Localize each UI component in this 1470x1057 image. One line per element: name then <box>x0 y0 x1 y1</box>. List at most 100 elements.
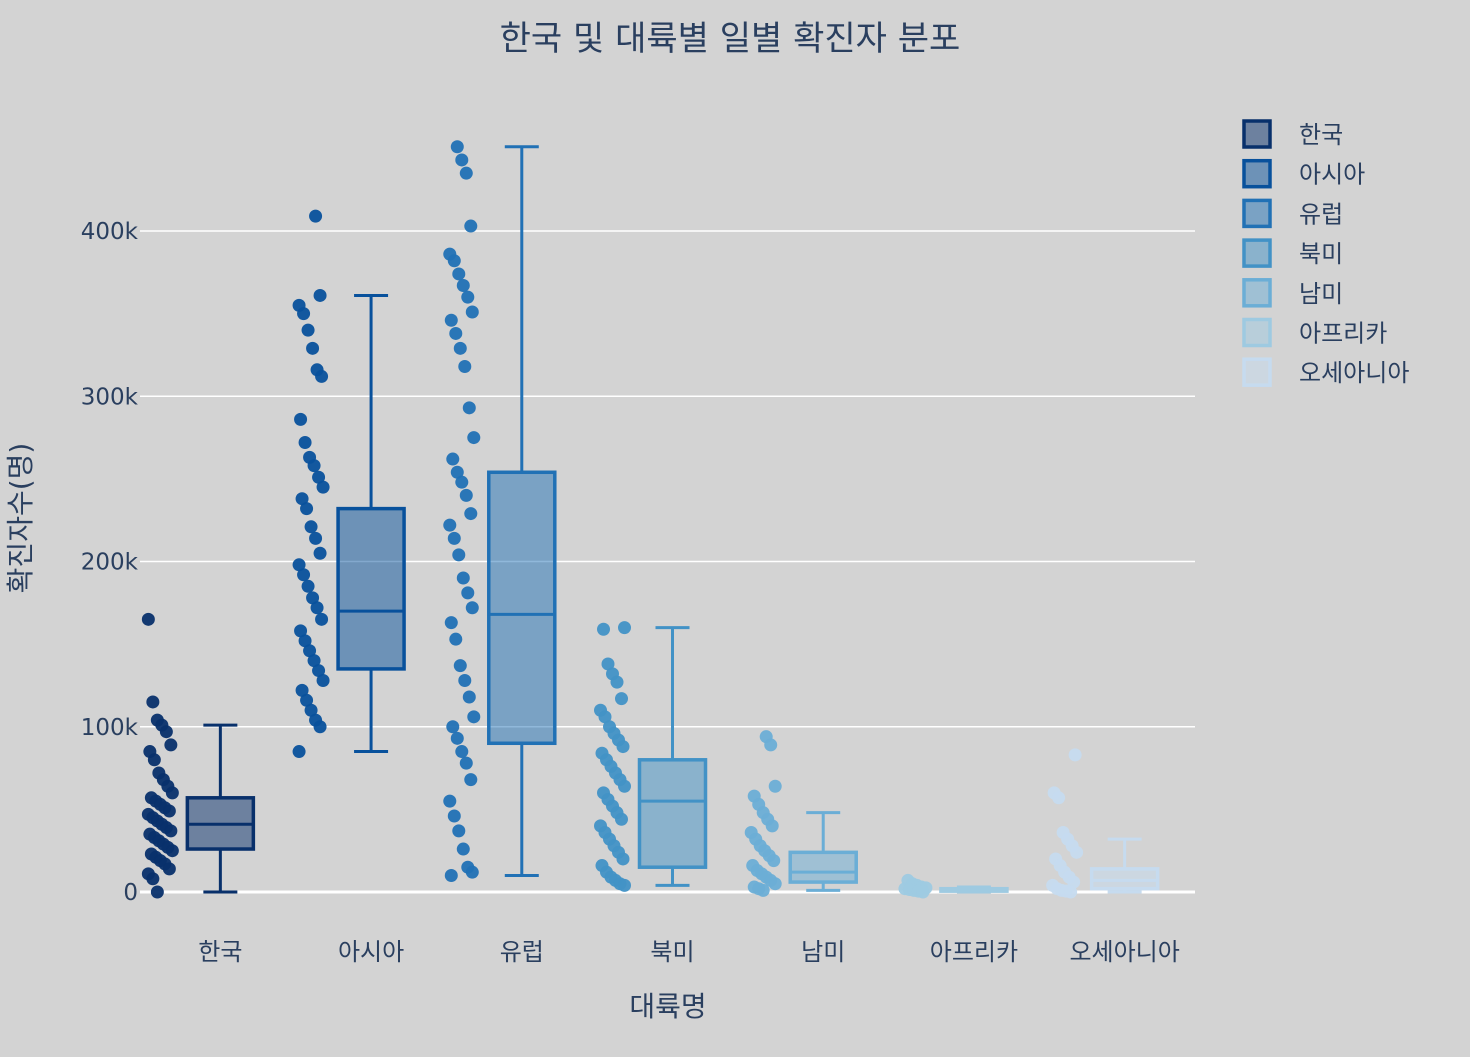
data-point[interactable] <box>316 480 330 494</box>
data-point[interactable] <box>147 753 161 767</box>
data-point[interactable] <box>916 885 930 899</box>
data-point[interactable] <box>146 695 160 709</box>
data-point[interactable] <box>306 341 320 355</box>
data-point[interactable] <box>467 710 481 724</box>
data-point[interactable] <box>309 209 323 223</box>
data-point[interactable] <box>295 683 309 697</box>
box-iqr[interactable] <box>788 850 858 884</box>
data-point[interactable] <box>610 675 624 689</box>
data-point[interactable] <box>450 465 464 479</box>
data-point[interactable] <box>301 323 315 337</box>
legend-item[interactable]: 아프리카 <box>1242 317 1387 348</box>
data-point[interactable] <box>462 690 476 704</box>
data-point[interactable] <box>458 673 472 687</box>
data-point[interactable] <box>165 844 179 858</box>
box-iqr[interactable] <box>336 506 406 671</box>
data-point[interactable] <box>292 745 306 759</box>
data-point[interactable] <box>444 616 458 630</box>
data-point[interactable] <box>146 872 160 886</box>
data-point[interactable] <box>444 313 458 327</box>
data-point[interactable] <box>458 360 472 374</box>
data-point[interactable] <box>447 809 461 823</box>
box-trace-7[interactable] <box>1046 748 1160 899</box>
data-point[interactable] <box>615 692 628 706</box>
data-point[interactable] <box>446 452 460 466</box>
data-point[interactable] <box>598 710 612 724</box>
data-point[interactable] <box>459 166 473 180</box>
data-point[interactable] <box>447 531 461 545</box>
data-point[interactable] <box>164 824 178 838</box>
data-point[interactable] <box>455 475 469 489</box>
box-trace-3[interactable] <box>443 140 557 882</box>
data-point[interactable] <box>450 140 464 154</box>
data-point[interactable] <box>313 546 327 560</box>
data-point[interactable] <box>315 612 329 626</box>
data-point[interactable] <box>455 745 469 759</box>
box-trace-6[interactable] <box>898 873 1009 899</box>
data-point[interactable] <box>307 654 321 668</box>
data-point[interactable] <box>456 279 470 293</box>
data-point[interactable] <box>765 819 779 833</box>
data-point[interactable] <box>452 824 466 838</box>
data-point[interactable] <box>444 868 458 882</box>
box-trace-2[interactable] <box>292 209 406 759</box>
data-point[interactable] <box>165 786 179 800</box>
data-point[interactable] <box>452 267 466 281</box>
data-point[interactable] <box>464 507 478 521</box>
data-point[interactable] <box>313 288 327 302</box>
data-point[interactable] <box>1070 845 1084 859</box>
data-point[interactable] <box>294 624 308 638</box>
box-iqr[interactable] <box>637 758 708 869</box>
box-trace-4[interactable] <box>594 621 708 892</box>
data-point[interactable] <box>312 664 326 678</box>
data-point[interactable] <box>297 568 311 582</box>
data-point[interactable] <box>452 548 466 562</box>
data-point[interactable] <box>456 571 470 585</box>
data-point[interactable] <box>616 852 630 866</box>
data-point[interactable] <box>618 779 631 793</box>
data-point[interactable] <box>310 601 324 615</box>
data-point[interactable] <box>618 621 631 635</box>
data-point[interactable] <box>615 812 628 826</box>
data-point[interactable] <box>467 431 481 445</box>
data-point[interactable] <box>292 558 306 572</box>
data-point[interactable] <box>301 579 315 593</box>
data-point[interactable] <box>601 657 615 671</box>
data-point[interactable] <box>768 779 782 793</box>
data-point[interactable] <box>1067 875 1081 889</box>
data-point[interactable] <box>300 693 314 707</box>
data-point[interactable] <box>464 773 478 787</box>
data-point[interactable] <box>455 153 469 167</box>
box-iqr[interactable] <box>487 470 557 746</box>
data-point[interactable] <box>150 885 164 899</box>
data-point[interactable] <box>459 756 473 770</box>
legend-item[interactable]: 아시아 <box>1242 158 1365 189</box>
data-point[interactable] <box>1068 748 1082 762</box>
box-trace-1[interactable] <box>141 612 256 899</box>
data-point[interactable] <box>465 601 479 615</box>
data-point[interactable] <box>164 738 178 752</box>
data-point[interactable] <box>461 586 475 600</box>
data-point[interactable] <box>450 731 464 745</box>
data-point[interactable] <box>312 470 326 484</box>
data-point[interactable] <box>443 518 457 532</box>
data-point[interactable] <box>449 632 463 646</box>
data-point[interactable] <box>162 804 176 818</box>
box-iqr[interactable] <box>1089 867 1160 891</box>
legend-item[interactable]: 오세아니아 <box>1242 357 1409 387</box>
data-point[interactable] <box>449 326 463 340</box>
data-point[interactable] <box>298 634 312 648</box>
data-point[interactable] <box>447 254 461 268</box>
data-point[interactable] <box>306 591 320 605</box>
data-point[interactable] <box>461 290 475 304</box>
data-point[interactable] <box>304 520 318 534</box>
data-point[interactable] <box>767 854 781 868</box>
data-point[interactable] <box>295 492 309 506</box>
data-point[interactable] <box>756 883 770 897</box>
data-point[interactable] <box>315 369 329 383</box>
data-point[interactable] <box>618 878 631 892</box>
legend-item[interactable]: 한국 <box>1242 119 1343 149</box>
data-point[interactable] <box>162 862 176 876</box>
data-point[interactable] <box>453 659 467 673</box>
